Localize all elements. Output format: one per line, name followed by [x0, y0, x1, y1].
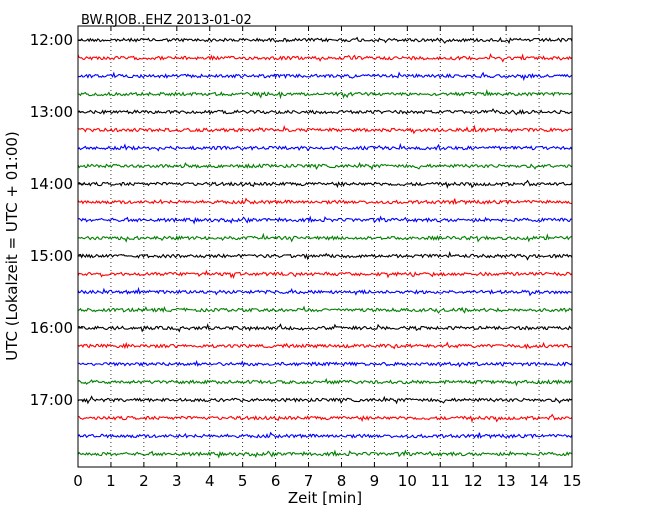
trace-line	[77, 108, 573, 116]
trace-line	[77, 269, 573, 279]
trace-line	[77, 377, 573, 387]
x-tick-label: 9	[370, 472, 380, 490]
trace-line	[77, 305, 573, 314]
trace-line	[77, 197, 573, 206]
trace-line	[77, 232, 573, 243]
x-tick-label: 3	[172, 472, 182, 490]
x-tick-label: 14	[530, 472, 549, 490]
y-tick-label: 15:00	[30, 247, 73, 265]
y-tick-label: 12:00	[30, 31, 73, 49]
chart-title: BW.RJOB..EHZ 2013-01-02	[81, 13, 252, 28]
x-tick-label: 4	[205, 472, 215, 490]
plot-frame	[77, 25, 573, 468]
y-tick-label: 17:00	[30, 391, 73, 409]
trace-line	[77, 286, 573, 297]
trace-line	[77, 323, 573, 333]
x-tick-label: 0	[73, 472, 83, 490]
x-tick-label: 11	[431, 472, 450, 490]
x-tick-label: 2	[139, 472, 149, 490]
x-tick-label: 13	[497, 472, 516, 490]
y-axis-label: UTC (Lokalzeit = UTC + 01:00)	[3, 131, 21, 361]
y-tick-label: 13:00	[30, 103, 73, 121]
trace-line	[77, 341, 573, 350]
trace-line	[77, 359, 573, 368]
minute-gridlines	[110, 26, 540, 467]
x-tick-label: 7	[304, 472, 314, 490]
trace-line	[77, 52, 573, 63]
x-tick-label: 5	[238, 472, 248, 490]
trace-line	[77, 413, 573, 423]
x-axis-label: Zeit [min]	[288, 489, 362, 507]
x-tick-label: 8	[337, 472, 347, 490]
x-axis-ticks: 0 1 2 3 4 5 6 7 8 9 10 11 12 13 14 15	[73, 26, 582, 490]
trace-line	[77, 36, 573, 45]
trace-line	[77, 71, 573, 82]
trace-group	[77, 36, 573, 459]
x-tick-label: 10	[398, 472, 417, 490]
y-axis-ticks: 12:00 13:00 14:00 15:00 16:00 17:00	[30, 31, 83, 409]
trace-line	[77, 142, 573, 152]
y-tick-label: 16:00	[30, 319, 73, 337]
x-tick-label: 1	[106, 472, 116, 490]
trace-line	[77, 251, 573, 261]
y-tick-label: 14:00	[30, 175, 73, 193]
trace-line	[77, 431, 573, 440]
trace-line	[77, 124, 573, 135]
trace-line	[77, 215, 573, 225]
trace-line	[77, 161, 573, 171]
x-tick-label: 6	[271, 472, 281, 490]
trace-line	[77, 88, 573, 100]
trace-line	[77, 179, 573, 189]
x-tick-label: 12	[464, 472, 483, 490]
trace-line	[77, 395, 573, 405]
x-tick-label: 15	[562, 472, 581, 490]
plot-background	[78, 26, 572, 467]
trace-line	[77, 449, 573, 459]
